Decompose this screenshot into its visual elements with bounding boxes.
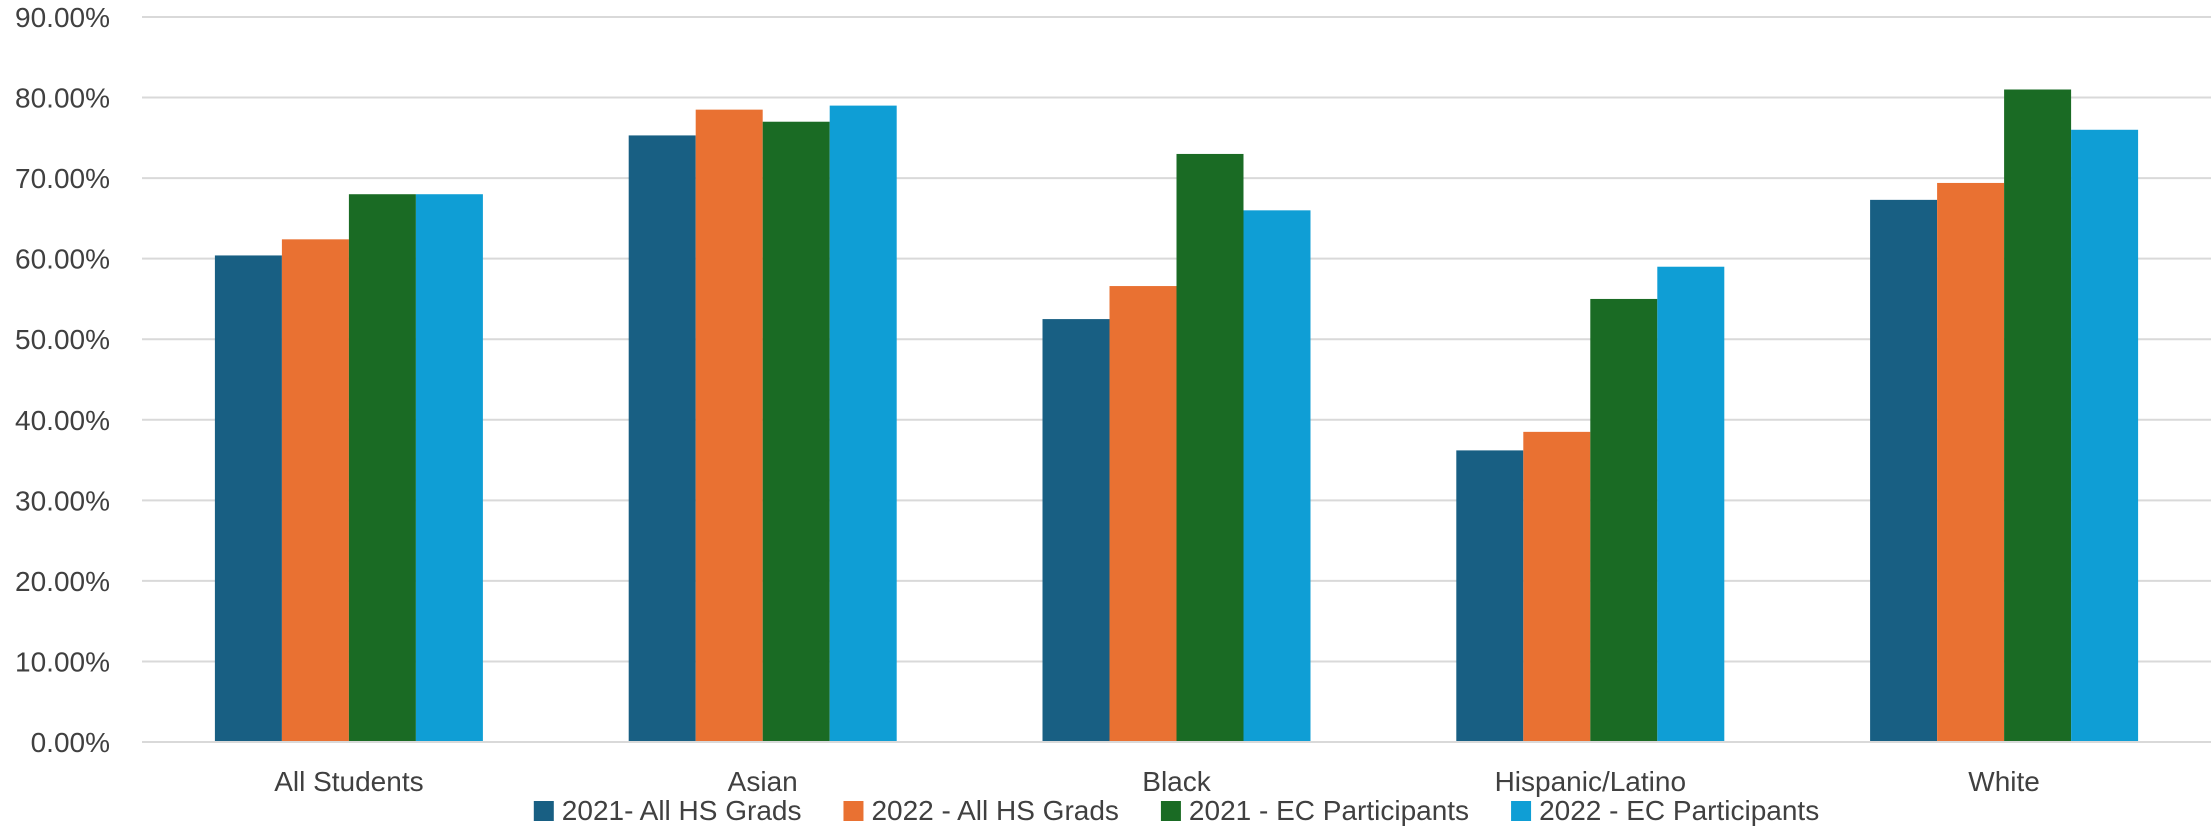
legend-label: 2021- All HS Grads [562,795,802,826]
x-category-label: All Students [274,766,423,797]
x-category-label: Black [1142,766,1211,797]
bar [1590,298,1658,742]
bar [1243,210,1311,743]
y-tick-label: 50.00% [15,324,110,355]
bar [281,239,349,743]
legend: 2021- All HS Grads 2022 - All HS Grads 202… [533,795,1819,826]
y-tick-label: 70.00% [15,163,110,194]
bar [762,121,830,742]
bar [2071,129,2139,742]
x-axis-category-labels: All Students Asian Black Hispanic/Latino Whi… [274,766,2040,797]
legend-label: 2022 - EC Participants [1539,795,1819,826]
y-tick-label: 40.00% [15,405,110,436]
legend-swatch [1160,801,1181,821]
bar [348,194,416,742]
y-axis-tick-labels: 0.00% 10.00% 20.00% 30.00% 40.00% 50.00% 60.00… [15,2,110,758]
bar [1523,431,1591,742]
legend-label: 2021 - EC Participants [1189,795,1469,826]
bar [1042,319,1110,742]
legend-item: 2022 - All HS Grads [843,795,1119,826]
y-tick-label: 20.00% [15,566,110,597]
y-tick-label: 90.00% [15,2,110,33]
x-category-label: White [1968,766,2040,797]
bar [695,109,763,742]
bar [1657,266,1725,742]
bar [1870,199,1938,743]
legend-swatch [533,801,554,821]
bar [1176,153,1244,742]
legend-label: 2022 - All HS Grads [871,795,1118,826]
y-tick-label: 60.00% [15,244,110,275]
y-tick-label: 0.00% [31,727,110,758]
bar [1456,450,1524,742]
legend-swatch [1511,801,1532,821]
bar [1109,286,1177,742]
legend-item: 2021- All HS Grads [533,795,802,826]
x-category-label: Asian [728,766,798,797]
y-tick-label: 30.00% [15,485,110,516]
bar [2004,89,2072,742]
bar [829,105,897,743]
bar [415,194,483,742]
bars [214,89,2139,743]
bar [1937,182,2005,742]
legend-item: 2021 - EC Participants [1160,795,1469,826]
y-tick-label: 80.00% [15,83,110,114]
legend-swatch [843,801,864,821]
bar [628,135,696,742]
y-tick-label: 10.00% [15,646,110,677]
legend-item: 2022 - EC Participants [1511,795,1819,826]
bar [214,255,282,742]
x-category-label: Hispanic/Latino [1495,766,1686,797]
